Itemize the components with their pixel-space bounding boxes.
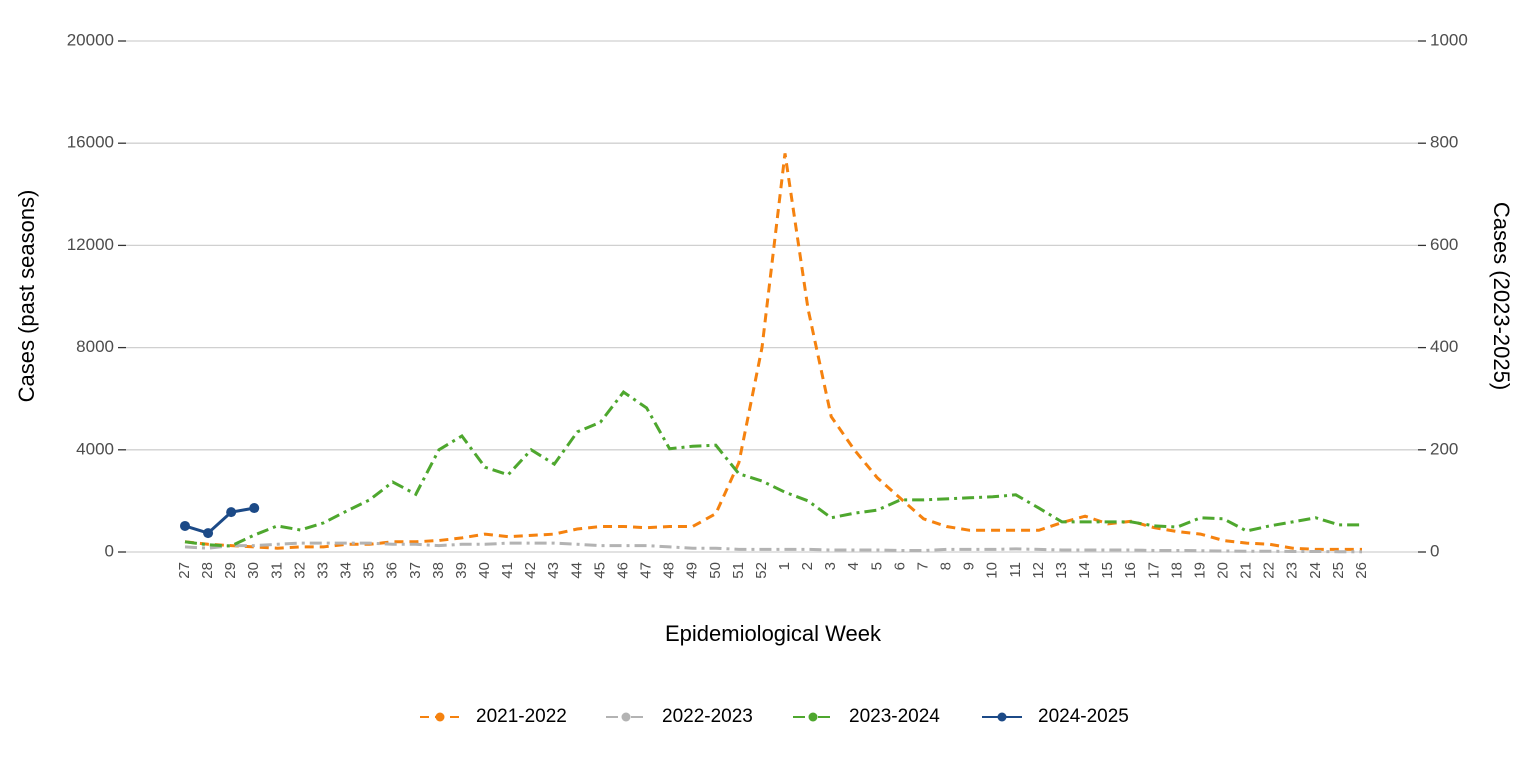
x-tick-label: 24 (1307, 562, 1324, 579)
x-tick-label: 16 (1122, 562, 1139, 579)
x-tick-label: 1 (776, 562, 793, 570)
x-tick-label: 37 (407, 562, 424, 579)
x-tick-label: 23 (1284, 562, 1301, 579)
x-tick-label: 4 (845, 562, 862, 570)
x-tick-label: 14 (1076, 562, 1093, 579)
point (226, 507, 237, 518)
y2-tick-label: 0 (1430, 541, 1439, 560)
x-tick-label: 44 (568, 562, 585, 579)
y-tick-label: 12000 (67, 235, 114, 254)
x-tick-label: 6 (891, 562, 908, 570)
y2-tick-label: 1000 (1430, 30, 1468, 49)
x-tick-label: 40 (476, 562, 493, 579)
series-line (184, 153, 1362, 551)
x-tick-label: 49 (684, 562, 701, 579)
y2-tick-label: 400 (1430, 337, 1458, 356)
x-tick-label: 30 (245, 562, 262, 579)
x-tick-label: 19 (1191, 562, 1208, 579)
legend-label: 2022-2023 (662, 706, 753, 727)
legend-marker (997, 712, 1007, 722)
x-tick-label: 12 (1030, 562, 1047, 579)
x-tick-label: 21 (1238, 562, 1255, 579)
x-tick-label: 25 (1330, 562, 1347, 579)
legend-label: 2021-2022 (476, 706, 567, 727)
series-line (184, 506, 255, 535)
x-tick-label: 45 (591, 562, 608, 579)
x-tick-label: 38 (430, 562, 447, 579)
x-tick-label: 41 (499, 562, 516, 579)
legend-marker (435, 712, 445, 722)
x-tick-label: 22 (1261, 562, 1278, 579)
y-tick-label: 4000 (76, 439, 114, 458)
x-tick-label: 10 (984, 562, 1001, 579)
x-tick-label: 47 (638, 562, 655, 579)
x-tick-label: 48 (661, 562, 678, 579)
x-tick-label: 51 (730, 562, 747, 579)
x-tick-label: 2 (799, 562, 816, 570)
x-tick-label: 43 (545, 562, 562, 579)
x-tick-label: 50 (707, 562, 724, 579)
x-tick-label: 32 (291, 562, 308, 579)
x-tick-label: 35 (361, 562, 378, 579)
x-tick-label: 3 (822, 562, 839, 570)
x-tick-label: 5 (868, 562, 885, 570)
x-tick-label: 34 (338, 562, 355, 579)
point (180, 520, 190, 531)
x-tick-label: 15 (1099, 562, 1116, 579)
legend-label: 2024-2025 (1038, 706, 1129, 727)
x-tick-label: 42 (522, 562, 539, 579)
legend-label: 2023-2024 (849, 706, 940, 727)
x-tick-label: 8 (938, 562, 955, 570)
x-tick-label: 46 (614, 562, 631, 579)
x-tick-label: 33 (314, 562, 331, 579)
point (203, 528, 214, 539)
y-tick-label: 8000 (76, 337, 114, 356)
y-tick-label: 0 (105, 541, 114, 560)
x-tick-label: 9 (961, 562, 978, 570)
x-tick-label: 13 (1053, 562, 1070, 579)
series-line (184, 541, 1362, 554)
y2-tick-label: 600 (1430, 235, 1458, 254)
y2-axis-title: Cases (2023-2025) (1489, 202, 1514, 390)
x-tick-label: 27 (176, 562, 193, 579)
y-tick-label: 20000 (67, 30, 114, 49)
x-tick-label: 29 (222, 562, 239, 579)
x-tick-label: 11 (1007, 562, 1024, 578)
x-axis-title: Epidemiological Week (665, 621, 882, 646)
y2-tick-label: 800 (1430, 133, 1458, 152)
y2-tick-label: 200 (1430, 439, 1458, 458)
legend-marker (621, 712, 631, 722)
x-tick-label: 17 (1145, 562, 1162, 579)
x-tick-label: 39 (453, 562, 470, 579)
x-tick-label: 31 (268, 562, 285, 579)
x-tick-label: 18 (1168, 562, 1185, 579)
x-tick-label: 26 (1353, 562, 1370, 579)
y-axis-title: Cases (past seasons) (14, 190, 39, 403)
x-tick-label: 36 (384, 562, 401, 579)
legend-marker (808, 712, 818, 722)
series-line (184, 390, 1362, 548)
x-tick-label: 7 (914, 562, 931, 570)
x-tick-label: 52 (753, 562, 770, 579)
x-tick-label: 28 (199, 562, 216, 579)
point (249, 503, 260, 514)
y-tick-label: 16000 (67, 133, 114, 152)
x-tick-label: 20 (1214, 562, 1231, 579)
